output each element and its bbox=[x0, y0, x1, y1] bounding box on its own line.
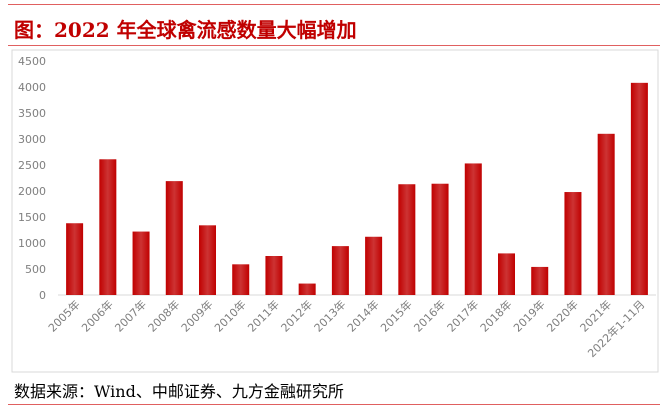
source: 数据来源：Wind、中邮证券、九方金融研究所 bbox=[14, 382, 344, 401]
y-tick-label: 500 bbox=[25, 263, 46, 276]
bar bbox=[431, 183, 449, 295]
bar bbox=[531, 266, 549, 295]
bar bbox=[597, 133, 615, 295]
bar bbox=[298, 283, 316, 295]
bar bbox=[630, 82, 648, 295]
bar bbox=[199, 225, 216, 295]
bar bbox=[165, 181, 183, 295]
y-tick-label: 1000 bbox=[18, 237, 46, 250]
y-tick-label: 3500 bbox=[18, 107, 46, 120]
y-tick-label: 1500 bbox=[18, 211, 46, 224]
y-tick-label: 4000 bbox=[18, 81, 46, 94]
bar bbox=[564, 192, 582, 295]
bar bbox=[464, 163, 482, 295]
chart-frame bbox=[11, 49, 659, 373]
y-tick-label: 2000 bbox=[18, 185, 46, 198]
bar bbox=[232, 264, 250, 295]
bar bbox=[66, 223, 84, 295]
y-tick-label: 3000 bbox=[18, 133, 46, 146]
bottom-rule bbox=[8, 404, 660, 405]
bar bbox=[132, 231, 150, 295]
bar bbox=[498, 253, 515, 295]
y-tick-label: 4500 bbox=[18, 55, 46, 68]
bar bbox=[99, 159, 117, 295]
bar bbox=[331, 246, 349, 295]
bar bbox=[365, 236, 383, 295]
title: 图：2022 年全球禽流感数量大幅增加 bbox=[14, 18, 357, 42]
top-rule bbox=[8, 4, 660, 5]
bar bbox=[398, 184, 416, 295]
title-rule bbox=[8, 45, 660, 46]
y-tick-label: 0 bbox=[39, 289, 46, 302]
bar bbox=[265, 256, 283, 295]
y-tick-label: 2500 bbox=[18, 159, 46, 172]
